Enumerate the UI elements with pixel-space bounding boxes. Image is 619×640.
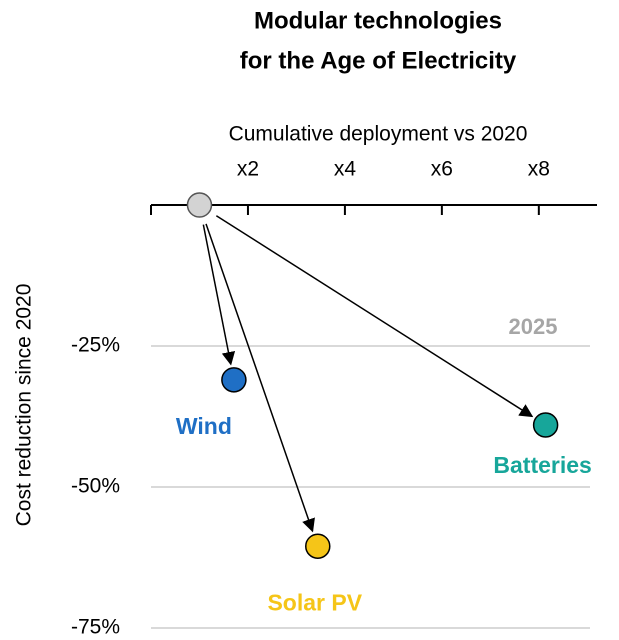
point xyxy=(532,412,559,438)
y-tick-label: -50% xyxy=(71,475,120,498)
x-axis-label: Cumulative deployment vs 2020 xyxy=(229,123,528,146)
y-tick-label: -75% xyxy=(71,616,120,639)
x-tick-label: x6 xyxy=(431,158,453,181)
arrow xyxy=(205,223,315,533)
point xyxy=(221,367,247,393)
x-tick-label: x2 xyxy=(237,158,259,181)
chart-title: for the Age of Electricity xyxy=(240,47,517,74)
point xyxy=(305,533,331,559)
y-tick-label: -25% xyxy=(71,334,120,357)
arrow xyxy=(202,224,236,366)
x-tick-label: x8 xyxy=(528,158,550,181)
origin-point xyxy=(186,192,213,218)
arrow xyxy=(215,215,534,418)
x-tick-label: x4 xyxy=(334,158,357,181)
chart-title: Modular technologies xyxy=(254,7,502,34)
y-axis-label: Cost reduction since 2020 xyxy=(13,284,36,527)
series-label: Batteries xyxy=(493,452,591,478)
series-label: Solar PV xyxy=(267,589,362,615)
annotation: 2025 xyxy=(509,314,558,339)
series-label: Wind xyxy=(176,413,232,439)
